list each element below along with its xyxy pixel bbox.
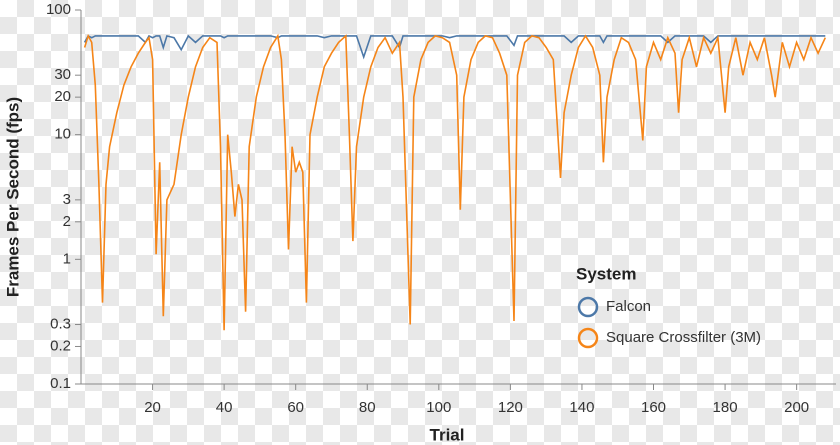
legend-label: Falcon: [606, 298, 651, 315]
y-tick-label: 1: [63, 250, 71, 267]
x-tick-label: 140: [569, 399, 594, 416]
x-tick-label: 200: [784, 399, 809, 416]
legend-title: System: [576, 264, 636, 283]
y-tick-label: 0.2: [50, 337, 71, 354]
x-tick-label: 100: [426, 399, 451, 416]
legend-label: Square Crossfilter (3M): [606, 329, 761, 346]
x-tick-label: 160: [641, 399, 666, 416]
y-tick-label: 100: [46, 1, 71, 18]
x-tick-label: 80: [359, 399, 376, 416]
x-tick-label: 40: [216, 399, 233, 416]
legend-symbol: [577, 327, 599, 349]
x-tick-label: 60: [287, 399, 304, 416]
legend-symbol: [577, 296, 599, 318]
x-axis-title: Trial: [430, 425, 465, 444]
x-tick-label: 120: [498, 399, 523, 416]
y-tick-label: 2: [63, 213, 71, 230]
y-tick-label: 20: [54, 88, 71, 105]
x-tick-label: 20: [144, 399, 161, 416]
x-tick-label: 180: [713, 399, 738, 416]
series-line: [83, 34, 826, 60]
y-tick-label: 30: [54, 66, 71, 83]
y-tick-label: 0.3: [50, 315, 71, 332]
y-tick-label: 0.1: [50, 375, 71, 392]
series-line: [83, 33, 827, 331]
y-tick-label: 3: [63, 191, 71, 208]
y-tick-label: 10: [54, 126, 71, 143]
y-axis-title: Frames Per Second (fps): [3, 97, 22, 297]
